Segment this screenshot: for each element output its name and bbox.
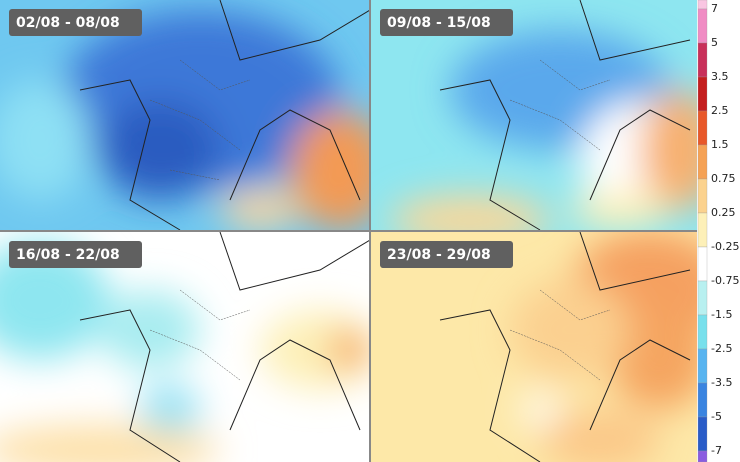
map-panel	[0, 232, 370, 462]
legend-label: -1.5	[711, 308, 732, 321]
legend-swatch	[697, 246, 708, 282]
map-panel	[371, 0, 697, 231]
legend-label: -5	[711, 410, 722, 423]
legend-swatch	[697, 280, 708, 316]
legend-label: -0.75	[711, 274, 739, 287]
legend-label: -7	[711, 444, 722, 457]
legend-label: 7	[711, 2, 718, 15]
legend-swatch	[697, 8, 708, 44]
map-panel	[371, 232, 697, 462]
label-box	[380, 241, 513, 268]
legend-swatch	[697, 42, 708, 78]
legend-label: 0.75	[711, 172, 736, 185]
map-panel	[0, 0, 370, 231]
period-label: 16/08 - 22/08	[16, 247, 120, 263]
period-label: 02/08 - 08/08	[16, 15, 120, 31]
legend-swatch	[697, 178, 708, 214]
period-label: 23/08 - 29/08	[387, 247, 491, 263]
label-box	[9, 241, 142, 268]
legend-swatch	[697, 144, 708, 180]
label-box	[380, 9, 513, 36]
legend-label: 5	[711, 36, 718, 49]
legend-swatch	[697, 416, 708, 452]
legend: 7 5 3.5 2.5 1.5 0.75 0.25 -0.25 -0.75 -1.5 -2.5 -3.…	[697, 0, 739, 462]
legend-label: 3.5	[711, 70, 729, 83]
panel-labels: 02/08 - 08/08 09/08 - 15/08 16/08 - 22/0…	[9, 9, 513, 268]
legend-swatch	[697, 348, 708, 384]
legend-swatch	[697, 110, 708, 146]
legend-label: -2.5	[711, 342, 732, 355]
legend-label: 1.5	[711, 138, 729, 151]
legend-label: 2.5	[711, 104, 729, 117]
legend-label: -3.5	[711, 376, 732, 389]
legend-swatch	[697, 450, 708, 462]
legend-swatch	[697, 382, 708, 418]
legend-label: 0.25	[711, 206, 736, 219]
label-box	[9, 9, 142, 36]
legend-swatch	[697, 0, 708, 10]
legend-swatch	[697, 314, 708, 350]
period-label: 09/08 - 15/08	[387, 15, 491, 31]
legend-swatch	[697, 212, 708, 248]
legend-label: -0.25	[711, 240, 739, 253]
legend-swatch	[697, 76, 708, 112]
